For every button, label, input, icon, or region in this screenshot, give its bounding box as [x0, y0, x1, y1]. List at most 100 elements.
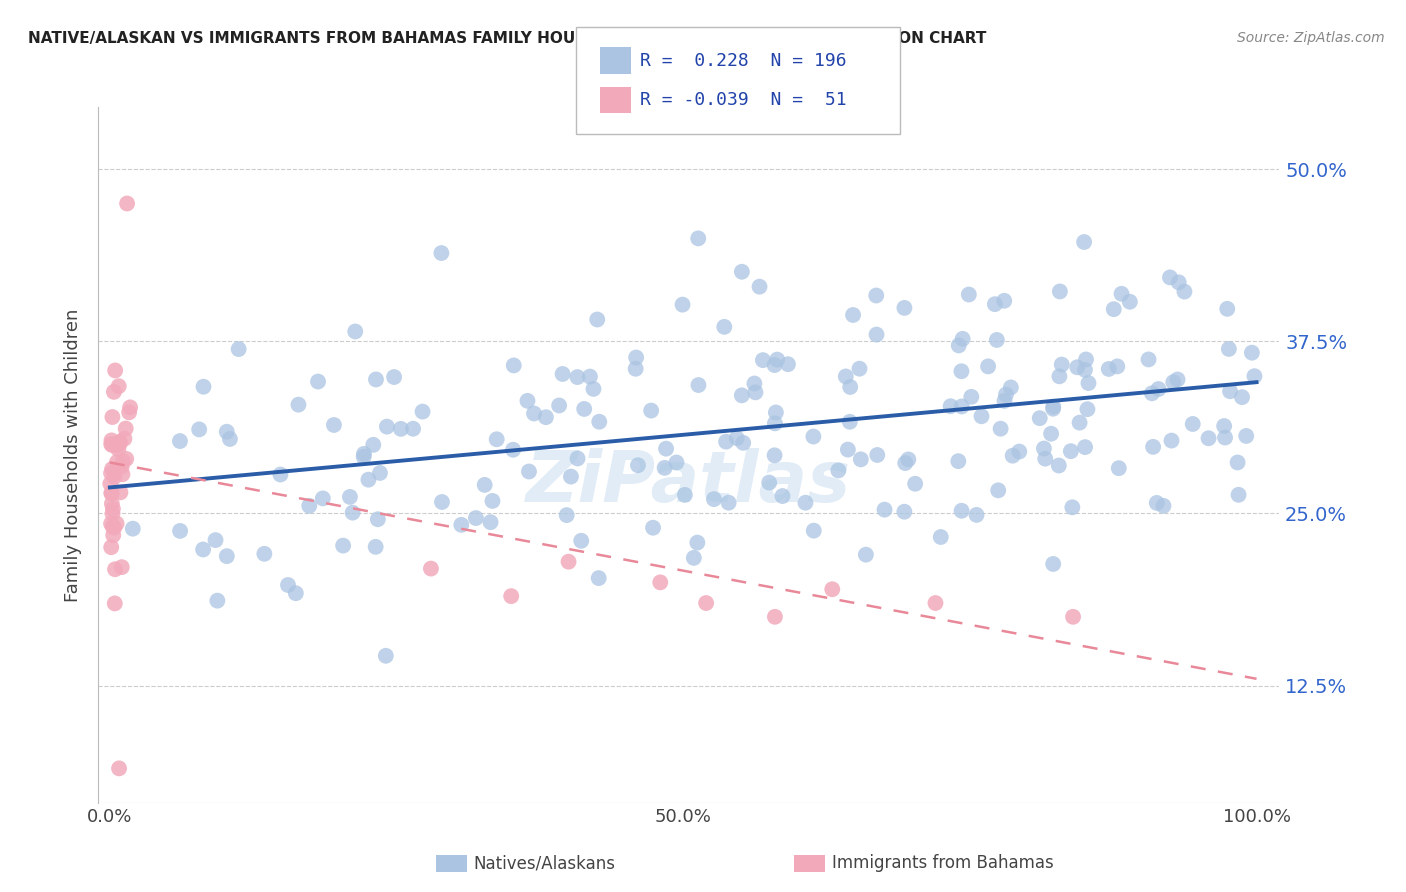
Point — [115, 196, 138, 211]
Point — [1226, 455, 1249, 469]
Point — [107, 442, 129, 457]
Point — [307, 375, 329, 389]
Point — [731, 388, 754, 402]
Point — [1243, 369, 1265, 384]
Point — [776, 357, 799, 371]
Point — [110, 485, 132, 500]
Point — [960, 390, 983, 404]
Point — [1240, 345, 1263, 359]
Point — [364, 540, 387, 554]
Point — [1146, 496, 1168, 510]
Point — [430, 495, 453, 509]
Point — [101, 507, 124, 521]
Point — [104, 596, 127, 610]
Text: R =  0.228  N = 196: R = 0.228 N = 196 — [640, 52, 846, 70]
Point — [744, 385, 766, 400]
Point — [111, 454, 134, 468]
Point — [101, 462, 124, 476]
Point — [389, 422, 412, 436]
Point — [827, 463, 849, 477]
Point — [481, 494, 503, 508]
Point — [866, 448, 889, 462]
Point — [984, 297, 1007, 311]
Point — [551, 367, 574, 381]
Point — [1198, 431, 1220, 445]
Point — [188, 422, 211, 436]
Point — [1047, 458, 1070, 473]
Point — [1111, 286, 1133, 301]
Point — [1049, 285, 1071, 299]
Text: Immigrants from Bahamas: Immigrants from Bahamas — [832, 855, 1054, 872]
Point — [1032, 442, 1054, 456]
Point — [894, 456, 917, 470]
Point — [588, 571, 610, 585]
Point — [287, 398, 309, 412]
Point — [1060, 444, 1083, 458]
Point — [450, 517, 472, 532]
Point — [1107, 359, 1129, 374]
Point — [516, 393, 538, 408]
Point — [640, 403, 662, 417]
Point — [865, 327, 887, 342]
Point — [855, 548, 877, 562]
Point — [682, 550, 704, 565]
Point — [1062, 500, 1084, 515]
Point — [654, 461, 676, 475]
Point — [100, 434, 122, 448]
Point — [772, 489, 794, 503]
Point — [204, 533, 226, 547]
Point — [1181, 417, 1204, 431]
Point — [103, 520, 125, 534]
Point — [586, 312, 609, 326]
Point — [897, 452, 920, 467]
Point — [948, 338, 970, 352]
Point — [501, 589, 523, 603]
Point — [215, 425, 238, 439]
Point — [103, 470, 125, 484]
Point — [1108, 461, 1130, 475]
Point — [952, 332, 974, 346]
Point — [990, 422, 1012, 436]
Point — [103, 528, 125, 542]
Point — [641, 521, 664, 535]
Point — [1218, 342, 1240, 356]
Point — [169, 524, 191, 538]
Point — [671, 298, 693, 312]
Point — [121, 522, 143, 536]
Point — [1069, 416, 1091, 430]
Point — [569, 533, 592, 548]
Point — [567, 370, 589, 384]
Point — [994, 387, 1017, 401]
Point — [714, 434, 737, 449]
Point — [673, 488, 696, 502]
Point — [269, 467, 291, 482]
Point — [1142, 440, 1164, 454]
Point — [1076, 402, 1098, 417]
Point — [100, 486, 122, 500]
Point — [950, 504, 973, 518]
Point — [107, 437, 129, 451]
Point — [948, 454, 970, 468]
Point — [1040, 426, 1063, 441]
Point — [111, 467, 134, 482]
Point — [929, 530, 952, 544]
Point — [950, 364, 973, 378]
Point — [765, 405, 787, 419]
Point — [924, 596, 946, 610]
Point — [624, 351, 647, 365]
Point — [107, 379, 129, 393]
Point — [101, 410, 124, 425]
Point — [375, 419, 398, 434]
Point — [1050, 358, 1073, 372]
Point — [353, 447, 375, 461]
Point — [193, 380, 215, 394]
Point — [1234, 429, 1257, 443]
Point — [215, 549, 238, 563]
Point — [763, 448, 786, 462]
Point — [731, 265, 754, 279]
Point — [1077, 376, 1099, 390]
Point — [368, 466, 391, 480]
Point — [688, 378, 710, 392]
Point — [1119, 294, 1142, 309]
Point — [104, 562, 127, 576]
